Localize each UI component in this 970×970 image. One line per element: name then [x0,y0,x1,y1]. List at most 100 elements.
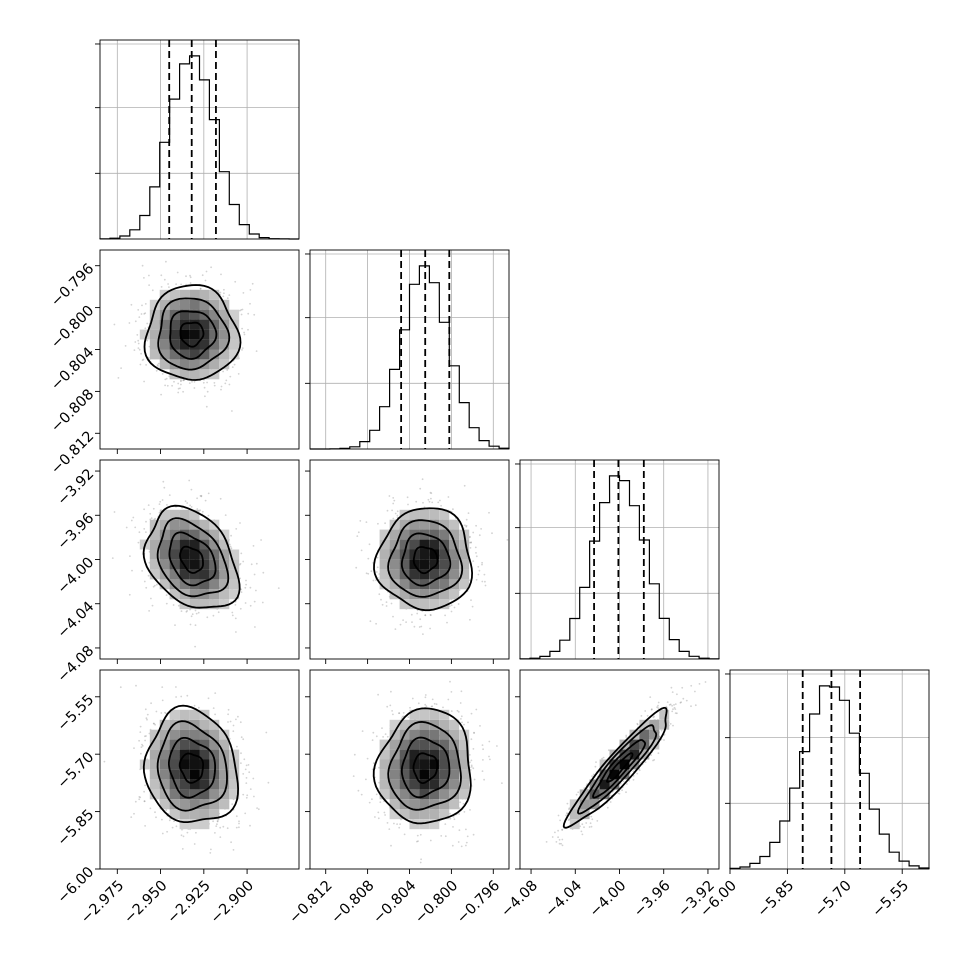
sample-point [422,501,424,504]
density-cell [209,329,220,340]
sample-point [243,758,246,761]
sample-point [239,309,241,312]
density-cell [169,799,180,810]
sample-point [465,518,468,521]
density-cell [169,809,180,820]
sample-point [179,387,181,390]
density-cell [229,779,240,790]
density-cell [399,589,410,600]
density-cell [189,799,200,810]
density-cell [149,769,160,780]
density-cell [199,329,210,340]
density-cell [189,819,200,830]
sample-point [141,304,143,307]
scatter-panel-p2-p4 [305,669,510,874]
density-cell [199,759,210,770]
sample-point [223,292,225,295]
sample-point [416,612,419,615]
sample-point [380,598,382,601]
sample-point [182,379,185,382]
sample-point [190,506,193,508]
sample-point [138,348,141,351]
density-cell [179,789,190,800]
sample-point [226,369,229,371]
sample-point [180,283,183,286]
sample-point [180,695,183,698]
sample-point [149,807,152,810]
sample-point [138,798,141,801]
density-cell [209,539,220,550]
sample-point [180,379,182,382]
density-cell [219,579,230,590]
sample-point [173,380,175,383]
scatter-panel-p1-p3 [95,459,300,664]
sample-point [249,586,252,589]
density-cell [189,739,200,750]
sample-point [191,613,194,616]
sample-point [239,721,242,724]
density-cell [179,819,190,830]
density-cell [379,529,390,540]
density-cell [389,549,400,560]
contour-level-4 [142,504,241,609]
density-cell [179,809,190,820]
density-cell [149,529,160,540]
sample-point [144,327,147,330]
sample-point [478,534,481,537]
sample-point [193,843,196,845]
sample-point [250,563,253,566]
sample-point [430,492,433,495]
sample-point [475,524,477,527]
sample-point [195,831,197,834]
density-cell [379,579,390,590]
density-cell [189,289,200,300]
sample-point [491,532,493,535]
sample-point [255,350,258,352]
sample-point [236,745,238,748]
sample-point [180,610,183,612]
density-cell [159,749,170,760]
density-cell [179,289,190,300]
density-cell [179,769,190,780]
density-cell [219,359,230,370]
density-cell [389,529,400,540]
sample-point [234,280,237,283]
density-cell [179,579,190,590]
sample-point [406,496,409,499]
sample-point [153,722,155,725]
sample-point [240,752,242,755]
sample-point [234,604,237,606]
sample-point [465,525,468,528]
sample-point [161,686,164,688]
density-cell [159,359,170,370]
density-cell [389,559,400,570]
sample-point [242,793,245,796]
density-cell [389,539,400,550]
sample-point [150,517,153,519]
sample-point [141,745,144,747]
sample-point [144,825,147,827]
sample-point [152,507,155,510]
density-cell [439,529,450,540]
density-cell [209,339,220,350]
density-cell [229,579,240,590]
sample-point [437,501,440,504]
sample-point [163,486,166,489]
density-cell [449,529,460,540]
sample-point [190,615,193,618]
density-cell [209,749,220,760]
density-cell [229,329,240,340]
density-cell [219,729,230,740]
density-cell [199,809,210,820]
density-cell [149,539,160,550]
density-cell [179,299,190,310]
sample-point [377,817,380,820]
sample-point [385,605,388,607]
sample-point [238,826,240,829]
density-cell [449,589,460,600]
sample-point [473,732,475,734]
sample-point [249,824,251,827]
sample-point [146,713,149,716]
sample-point [244,586,247,589]
density-cell [189,549,200,560]
